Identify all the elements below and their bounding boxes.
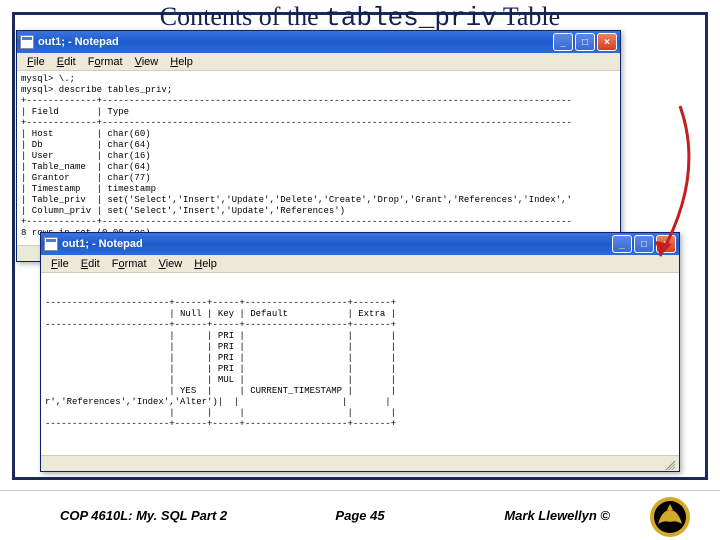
ucf-logo-icon: [640, 492, 700, 538]
window-controls-2: _ □ ×: [612, 235, 676, 253]
menubar-1: File Edit Format View Help: [17, 53, 620, 71]
resize-grip-icon[interactable]: [663, 458, 675, 470]
notepad-content-2[interactable]: -----------------------+------+-----+---…: [41, 273, 679, 455]
minimize-button[interactable]: _: [612, 235, 632, 253]
menu-edit[interactable]: Edit: [51, 56, 82, 68]
close-button[interactable]: ×: [597, 33, 617, 51]
menu-help[interactable]: Help: [188, 258, 223, 270]
title-suffix: Table: [497, 2, 560, 31]
footer-course: COP 4610L: My. SQL Part 2: [60, 508, 227, 523]
close-button[interactable]: ×: [656, 235, 676, 253]
menu-format[interactable]: Format: [106, 258, 153, 270]
maximize-button[interactable]: □: [634, 235, 654, 253]
titlebar-1[interactable]: out1; - Notepad _ □ ×: [17, 31, 620, 53]
menu-view[interactable]: View: [153, 258, 189, 270]
window-controls-1: _ □ ×: [553, 33, 617, 51]
window-title-1: out1; - Notepad: [38, 36, 553, 48]
menu-file[interactable]: File: [45, 258, 75, 270]
title-mono: tables_priv: [325, 3, 497, 33]
notepad-content-1[interactable]: mysql> \.; mysql> describe tables_priv; …: [17, 71, 620, 245]
notepad-icon: [44, 237, 58, 251]
menu-format[interactable]: Format: [82, 56, 129, 68]
window-title-2: out1; - Notepad: [62, 238, 612, 250]
titlebar-2[interactable]: out1; - Notepad _ □ ×: [41, 233, 679, 255]
notepad-icon: [20, 35, 34, 49]
footer-page: Page 45: [335, 508, 384, 523]
menubar-2: File Edit Format View Help: [41, 255, 679, 273]
title-prefix: Contents of the: [160, 2, 325, 31]
notepad-window-1: out1; - Notepad _ □ × File Edit Format V…: [16, 30, 621, 262]
maximize-button[interactable]: □: [575, 33, 595, 51]
minimize-button[interactable]: _: [553, 33, 573, 51]
slide-title: Contents of the tables_priv Table: [0, 2, 720, 33]
menu-view[interactable]: View: [129, 56, 165, 68]
footer-author: Mark Llewellyn ©: [504, 508, 610, 523]
notepad-window-2: out1; - Notepad _ □ × File Edit Format V…: [40, 232, 680, 472]
menu-edit[interactable]: Edit: [75, 258, 106, 270]
slide-footer: COP 4610L: My. SQL Part 2 Page 45 Mark L…: [0, 490, 720, 540]
statusbar-2: [41, 455, 679, 471]
menu-file[interactable]: File: [21, 56, 51, 68]
menu-help[interactable]: Help: [164, 56, 199, 68]
